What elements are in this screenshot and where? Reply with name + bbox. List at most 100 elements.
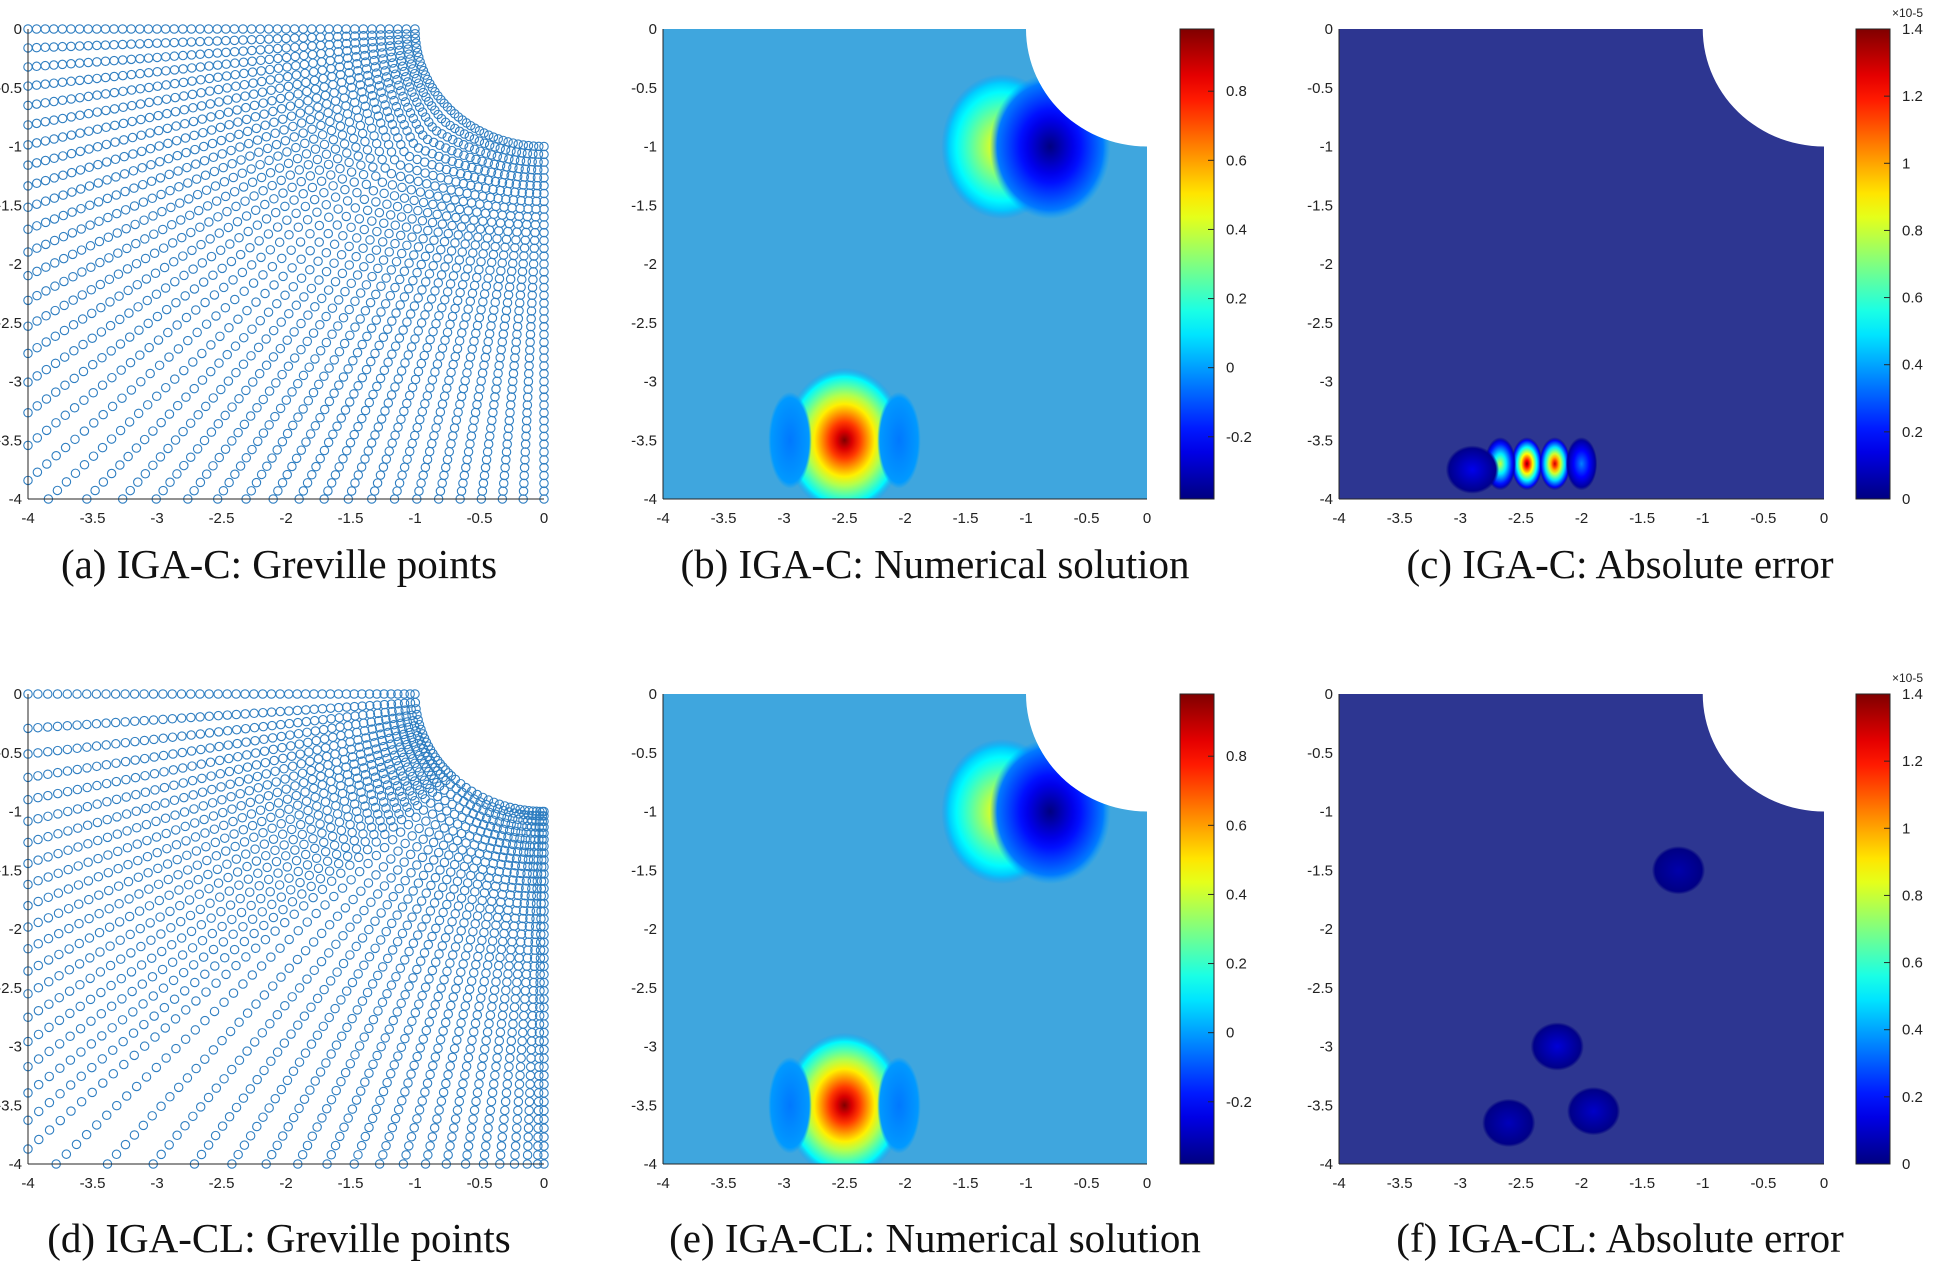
greville-point — [256, 816, 267, 827]
greville-point — [259, 1065, 269, 1076]
greville-point — [198, 801, 209, 811]
greville-point — [343, 811, 353, 822]
greville-point — [301, 716, 312, 727]
greville-point — [189, 383, 199, 394]
greville-point — [435, 351, 445, 361]
greville-point — [400, 1033, 410, 1044]
greville-point — [436, 270, 447, 280]
greville-point — [313, 863, 324, 874]
greville-point — [396, 1042, 407, 1053]
greville-point — [180, 119, 190, 129]
greville-point — [223, 107, 234, 118]
greville-point — [366, 759, 377, 770]
greville-point — [148, 689, 159, 699]
greville-point — [293, 222, 304, 233]
greville-point — [385, 113, 395, 123]
greville-point — [527, 876, 537, 886]
greville-point — [459, 150, 469, 161]
greville-point — [298, 370, 309, 381]
greville-point — [375, 373, 386, 384]
greville-point — [151, 391, 162, 402]
greville-point — [452, 295, 463, 306]
greville-point — [353, 1150, 363, 1160]
greville-point — [170, 106, 181, 117]
greville-point — [478, 819, 489, 830]
greville-point — [111, 172, 121, 182]
greville-point — [425, 1141, 435, 1151]
greville-point — [261, 360, 272, 371]
greville-point — [284, 91, 295, 101]
greville-point — [40, 217, 51, 228]
greville-point — [330, 276, 341, 287]
greville-point — [260, 120, 270, 131]
greville-point — [296, 445, 307, 455]
greville-point — [321, 99, 332, 109]
greville-point — [463, 447, 474, 457]
greville-point — [505, 400, 516, 410]
greville-point — [300, 68, 310, 79]
greville-point — [235, 893, 245, 904]
greville-point — [101, 139, 112, 150]
greville-point — [179, 807, 190, 817]
greville-point — [390, 126, 400, 136]
greville-point — [182, 850, 192, 861]
greville-point — [204, 728, 215, 738]
greville-point — [467, 288, 478, 299]
greville-point — [220, 191, 231, 202]
greville-point — [161, 94, 172, 104]
greville-point — [524, 805, 534, 816]
greville-point — [308, 67, 319, 77]
greville-point — [500, 920, 511, 931]
greville-point — [378, 797, 389, 807]
greville-point — [72, 764, 83, 775]
greville-point — [444, 375, 454, 386]
greville-point — [198, 277, 209, 287]
greville-point — [509, 360, 519, 371]
greville-point — [289, 327, 299, 337]
greville-point — [483, 273, 493, 283]
greville-point — [360, 405, 371, 416]
greville-point — [437, 882, 448, 893]
greville-point — [84, 144, 94, 154]
greville-point — [214, 892, 225, 902]
greville-point — [470, 240, 481, 250]
greville-point — [521, 227, 531, 238]
greville-point — [366, 897, 376, 908]
greville-point — [425, 334, 435, 345]
greville-point — [311, 908, 321, 919]
greville-point — [344, 304, 354, 315]
greville-point — [486, 257, 497, 268]
x-tick-label: -3.5 — [1387, 510, 1413, 527]
greville-point — [381, 926, 391, 937]
greville-point — [336, 781, 346, 791]
greville-point — [443, 254, 454, 264]
greville-point — [303, 310, 313, 320]
greville-point — [59, 352, 70, 362]
greville-point — [340, 184, 350, 195]
greville-point — [283, 81, 294, 92]
greville-point — [523, 1141, 533, 1151]
greville-point — [418, 234, 428, 244]
greville-point — [448, 826, 458, 836]
greville-point — [158, 714, 168, 725]
greville-point — [387, 945, 398, 955]
greville-point — [472, 1087, 483, 1098]
greville-point — [264, 24, 274, 34]
greville-point — [428, 837, 439, 848]
greville-point — [528, 267, 539, 277]
greville-point — [308, 387, 319, 398]
greville-point — [31, 138, 42, 148]
greville-point — [284, 718, 295, 729]
greville-point — [524, 368, 534, 379]
greville-point — [32, 371, 42, 381]
x-tick-label: -3 — [777, 510, 790, 527]
greville-point — [525, 1062, 536, 1072]
greville-point — [285, 814, 295, 825]
greville-point — [357, 413, 367, 424]
greville-point — [294, 1057, 305, 1067]
greville-point — [58, 210, 69, 221]
greville-point — [448, 359, 458, 370]
greville-point — [51, 418, 61, 428]
greville-point — [200, 297, 210, 308]
greville-point — [344, 729, 354, 739]
